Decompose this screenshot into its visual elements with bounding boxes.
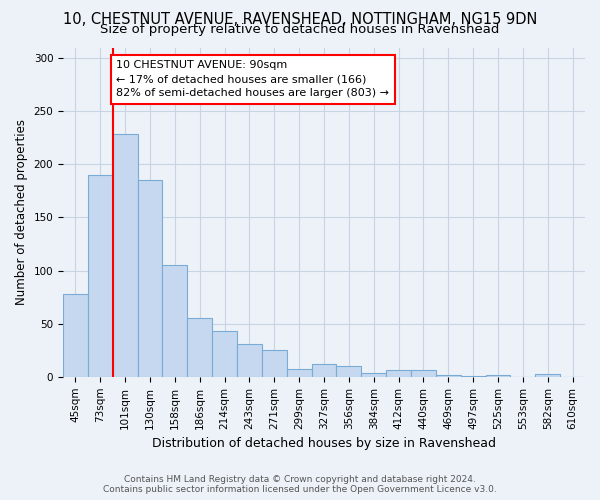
Y-axis label: Number of detached properties: Number of detached properties xyxy=(15,119,28,305)
Bar xyxy=(262,350,287,377)
Bar xyxy=(237,344,262,377)
Bar xyxy=(163,266,187,377)
Bar xyxy=(63,294,88,377)
Bar xyxy=(187,318,212,377)
Bar xyxy=(287,370,311,377)
Text: Size of property relative to detached houses in Ravenshead: Size of property relative to detached ho… xyxy=(100,22,500,36)
Bar xyxy=(386,370,411,377)
Bar xyxy=(88,175,113,377)
Bar xyxy=(436,374,461,377)
Text: Contains HM Land Registry data © Crown copyright and database right 2024.
Contai: Contains HM Land Registry data © Crown c… xyxy=(103,474,497,494)
Bar xyxy=(337,366,361,377)
Bar xyxy=(485,374,511,377)
Bar xyxy=(461,376,485,377)
Bar xyxy=(137,180,163,377)
Text: 10 CHESTNUT AVENUE: 90sqm
← 17% of detached houses are smaller (166)
82% of semi: 10 CHESTNUT AVENUE: 90sqm ← 17% of detac… xyxy=(116,60,389,98)
Bar xyxy=(535,374,560,377)
Bar xyxy=(311,364,337,377)
X-axis label: Distribution of detached houses by size in Ravenshead: Distribution of detached houses by size … xyxy=(152,437,496,450)
Text: 10, CHESTNUT AVENUE, RAVENSHEAD, NOTTINGHAM, NG15 9DN: 10, CHESTNUT AVENUE, RAVENSHEAD, NOTTING… xyxy=(63,12,537,28)
Bar xyxy=(411,370,436,377)
Bar xyxy=(361,372,386,377)
Bar xyxy=(113,134,137,377)
Bar xyxy=(212,331,237,377)
